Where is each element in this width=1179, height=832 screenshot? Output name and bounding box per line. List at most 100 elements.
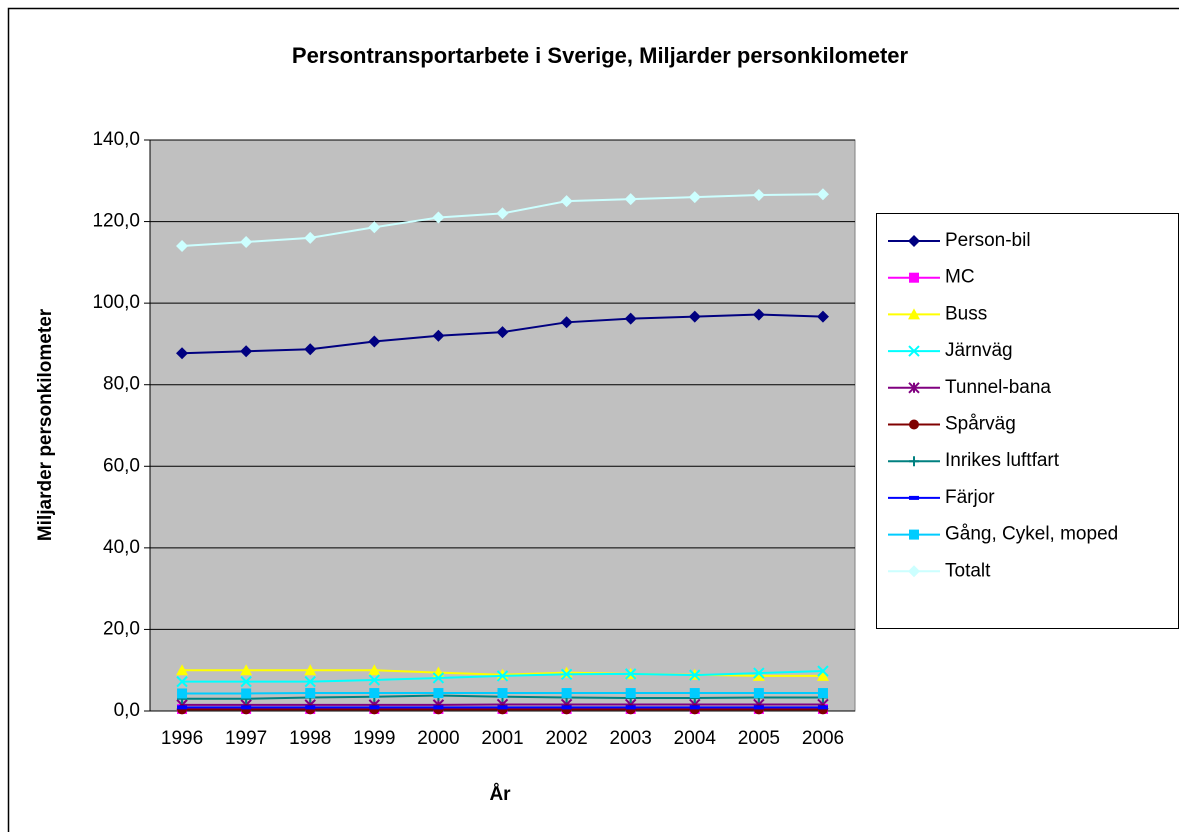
data-point bbox=[240, 345, 253, 358]
data-point bbox=[752, 669, 765, 681]
legend-label: Järnväg bbox=[945, 340, 1013, 361]
data-point bbox=[304, 343, 317, 356]
data-point bbox=[369, 688, 380, 699]
legend-marker bbox=[908, 235, 920, 247]
data-point bbox=[624, 312, 637, 325]
y-tick-label: 140,0 bbox=[92, 129, 140, 150]
legend-label: Buss bbox=[945, 303, 987, 324]
data-point bbox=[241, 705, 252, 710]
legend-label: Tunnel-bana bbox=[945, 377, 1051, 398]
data-point bbox=[753, 667, 765, 679]
data-point bbox=[496, 670, 509, 682]
y-tick-label: 120,0 bbox=[92, 211, 140, 232]
legend-marker bbox=[909, 529, 919, 540]
data-point bbox=[433, 688, 444, 699]
data-point bbox=[497, 705, 508, 710]
data-point bbox=[432, 329, 445, 342]
data-point bbox=[368, 674, 381, 686]
x-tick-label: 2003 bbox=[610, 728, 652, 749]
data-point bbox=[625, 705, 636, 710]
data-point bbox=[688, 191, 701, 204]
data-point bbox=[689, 688, 700, 699]
data-point bbox=[304, 231, 317, 244]
data-point bbox=[432, 211, 445, 224]
x-tick-label: 2006 bbox=[802, 728, 844, 749]
x-axis-label: År bbox=[489, 784, 511, 805]
legend-marker bbox=[909, 495, 919, 500]
data-point bbox=[688, 310, 701, 323]
data-point bbox=[561, 688, 572, 699]
x-tick-label: 2001 bbox=[481, 728, 523, 749]
data-point bbox=[496, 207, 509, 220]
data-point bbox=[816, 188, 829, 201]
data-point bbox=[304, 664, 317, 676]
legend-label: Gång, Cykel, moped bbox=[945, 524, 1118, 545]
data-point bbox=[240, 664, 253, 676]
plot-area bbox=[149, 139, 856, 712]
data-point bbox=[176, 240, 189, 253]
data-point bbox=[432, 672, 445, 684]
data-point bbox=[689, 705, 700, 710]
x-tick-label: 2002 bbox=[545, 728, 587, 749]
x-tick-label: 1997 bbox=[225, 728, 267, 749]
data-point bbox=[240, 675, 252, 688]
data-point bbox=[241, 688, 252, 699]
data-point bbox=[240, 235, 253, 248]
y-tick-label: 80,0 bbox=[103, 374, 140, 395]
data-point bbox=[689, 669, 701, 681]
data-point bbox=[497, 688, 508, 699]
data-point bbox=[753, 688, 764, 699]
data-point bbox=[752, 308, 765, 321]
data-point bbox=[305, 705, 316, 710]
legend-label: Spårväg bbox=[945, 414, 1016, 435]
data-point bbox=[496, 326, 509, 339]
data-point bbox=[368, 221, 381, 234]
data-point bbox=[369, 705, 380, 710]
x-tick-label: 2004 bbox=[674, 728, 717, 749]
legend bbox=[876, 213, 1179, 629]
y-tick-label: 0,0 bbox=[114, 700, 140, 721]
data-point bbox=[560, 195, 573, 208]
y-tick-label: 20,0 bbox=[103, 618, 140, 639]
legend-marker bbox=[908, 565, 920, 578]
legend-label: Person-bil bbox=[945, 230, 1031, 251]
data-point bbox=[817, 705, 828, 710]
y-tick-label: 100,0 bbox=[92, 292, 140, 313]
legend-label: Inrikes luftfart bbox=[945, 450, 1060, 471]
data-point bbox=[177, 688, 188, 699]
y-tick-label: 60,0 bbox=[103, 455, 140, 476]
legend-label: Totalt bbox=[945, 560, 991, 581]
data-point bbox=[560, 668, 573, 681]
y-tick-label: 40,0 bbox=[103, 537, 140, 558]
data-point bbox=[625, 688, 636, 699]
legend-marker bbox=[908, 382, 920, 394]
x-tick-label: 1999 bbox=[353, 728, 395, 749]
data-point bbox=[753, 705, 764, 710]
legend-marker bbox=[909, 272, 919, 283]
data-point bbox=[816, 669, 829, 681]
data-point bbox=[816, 310, 829, 323]
data-point bbox=[305, 688, 316, 699]
data-point bbox=[817, 688, 828, 699]
data-point bbox=[624, 668, 637, 680]
data-point bbox=[560, 316, 573, 329]
y-axis-label: Miljarder personkilometer bbox=[35, 308, 56, 541]
data-point bbox=[177, 705, 188, 710]
legend-marker bbox=[908, 345, 920, 357]
data-point bbox=[304, 675, 316, 688]
legend-label: Färjor bbox=[945, 487, 995, 508]
x-tick-label: 2000 bbox=[417, 728, 459, 749]
data-point bbox=[176, 664, 189, 676]
data-point bbox=[624, 193, 637, 206]
data-point bbox=[561, 705, 572, 710]
data-point bbox=[176, 347, 189, 360]
data-point bbox=[368, 335, 381, 348]
legend-marker bbox=[909, 419, 919, 430]
data-point bbox=[176, 675, 188, 688]
chart-title: Persontransportarbete i Sverige, Miljard… bbox=[292, 43, 909, 68]
data-point bbox=[752, 189, 765, 202]
x-tick-label: 1998 bbox=[289, 728, 331, 749]
legend-label: MC bbox=[945, 267, 975, 288]
x-tick-label: 1996 bbox=[161, 728, 203, 749]
